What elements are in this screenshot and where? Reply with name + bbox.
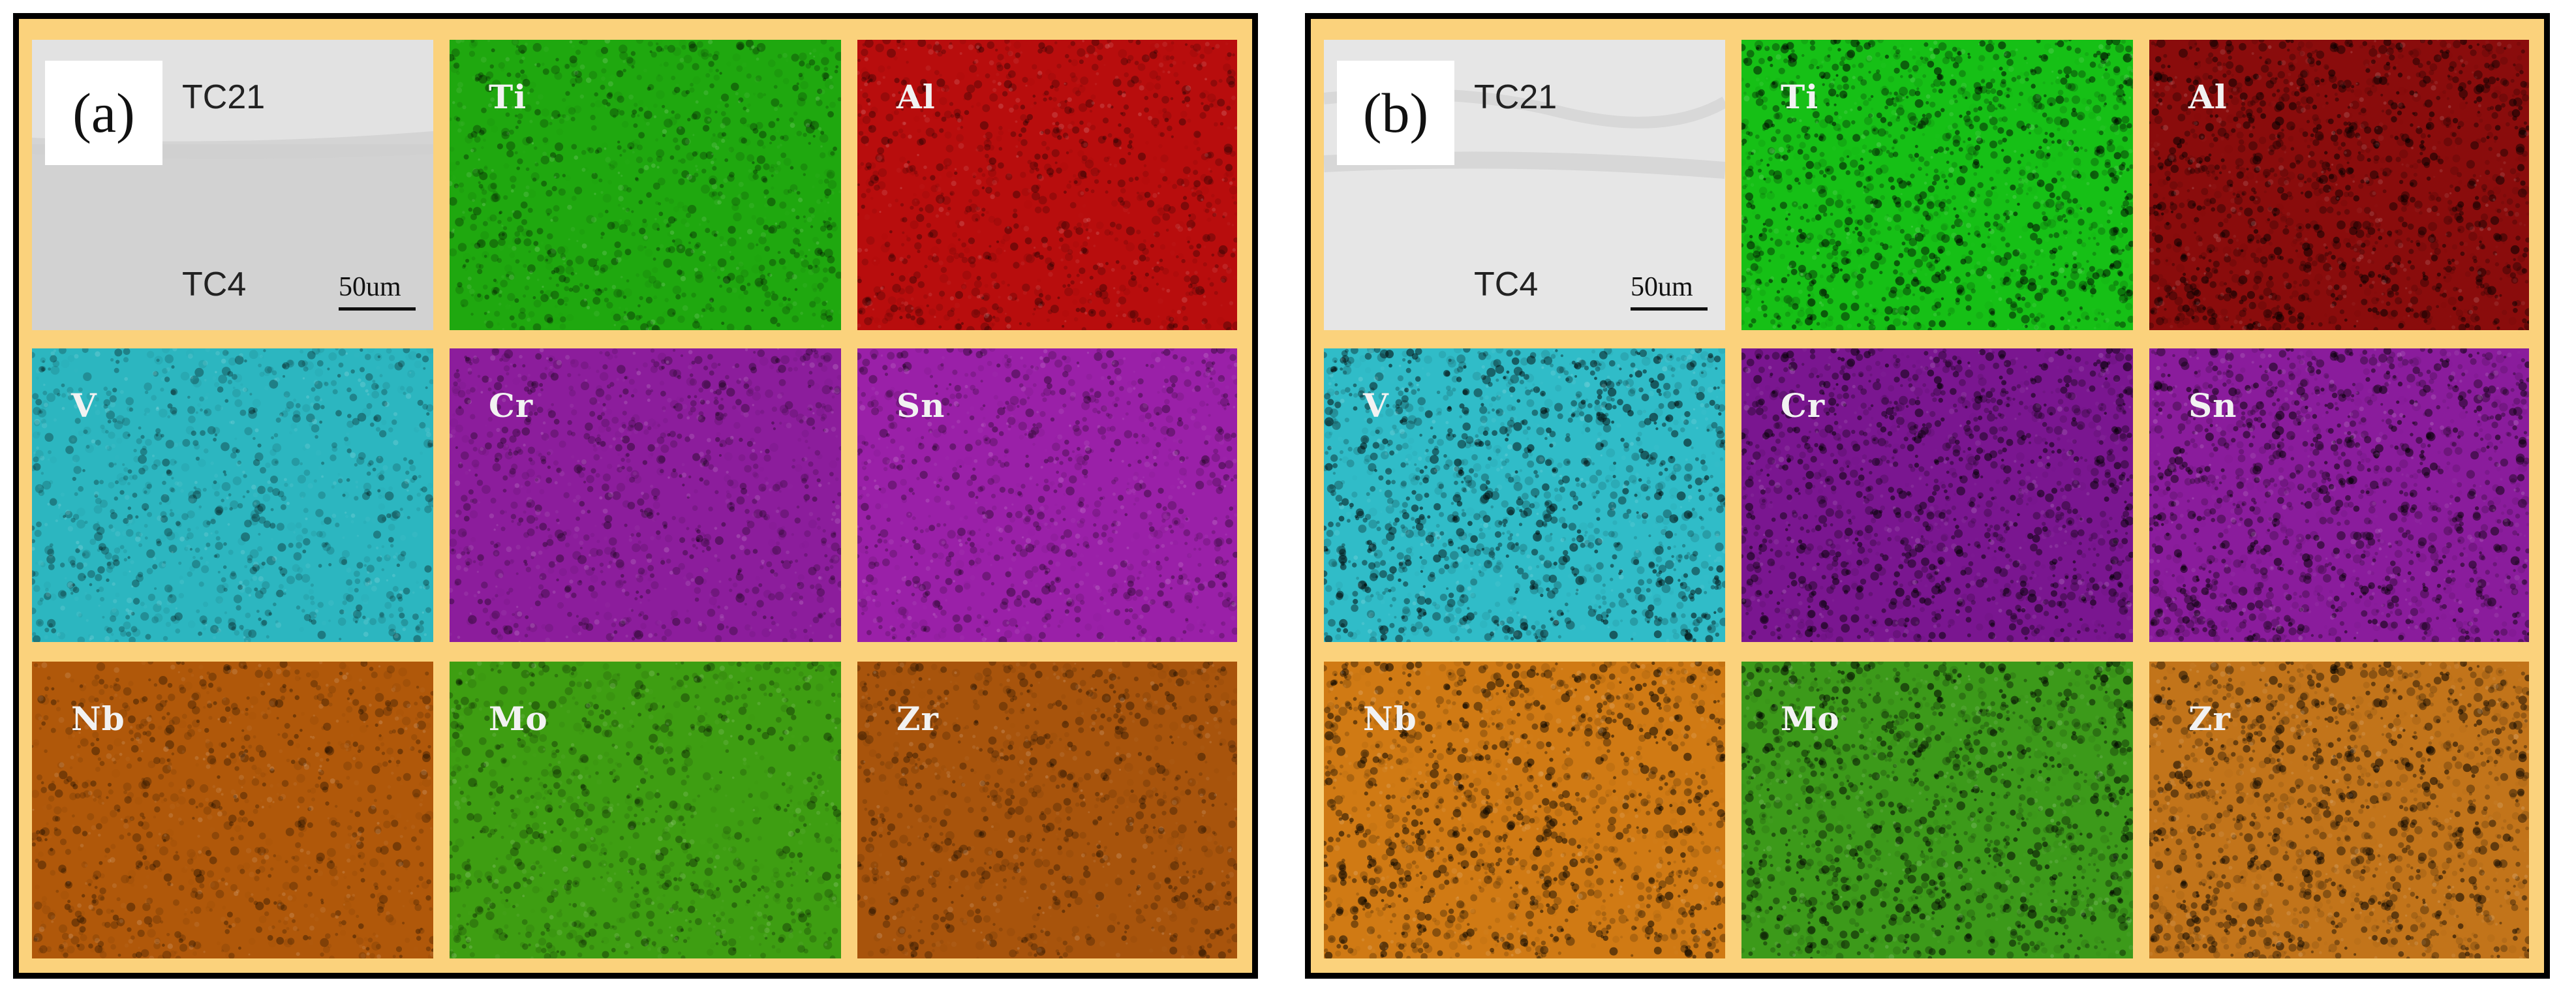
map-v: V (1324, 348, 1725, 642)
panel-b: (b) TC21 TC4 50um Ti Al V Cr Sn Nb Mo Zr (1305, 13, 2550, 979)
element-label: Nb (71, 699, 125, 738)
element-label: Sn (2188, 386, 2237, 425)
scale-bar (1631, 307, 1708, 311)
map-texture (32, 662, 433, 958)
element-label: Ti (489, 78, 527, 116)
map-texture (450, 662, 841, 958)
tc21-label: TC21 (182, 78, 265, 117)
map-v: V (32, 348, 433, 642)
scale-bar-label: 50um (1631, 271, 1693, 303)
sem-image: (a) TC21 TC4 50um (32, 40, 433, 330)
element-label: Zr (897, 699, 939, 738)
panel-a: (a) TC21 TC4 50um Ti Al V Cr Sn Nb Mo Zr (13, 13, 1258, 979)
map-nb: Nb (32, 662, 433, 958)
tc4-label: TC4 (1474, 265, 1538, 304)
map-ti: Ti (450, 40, 841, 330)
map-texture (857, 662, 1237, 958)
map-sn: Sn (857, 348, 1237, 642)
map-texture (857, 348, 1237, 642)
element-label: V (1363, 386, 1389, 425)
panel-letter: (a) (45, 61, 162, 165)
map-zr: Zr (857, 662, 1237, 958)
map-texture (1741, 662, 2133, 958)
element-label: Cr (1781, 386, 1825, 425)
map-cr: Cr (1741, 348, 2133, 642)
sem-image: (b) TC21 TC4 50um (1324, 40, 1725, 330)
map-ti: Ti (1741, 40, 2133, 330)
map-al: Al (857, 40, 1237, 330)
panel-letter: (b) (1337, 61, 1454, 165)
map-texture (450, 40, 841, 330)
map-sn: Sn (2149, 348, 2529, 642)
element-label: Mo (489, 699, 548, 738)
element-label: Nb (1363, 699, 1417, 738)
scale-bar-label: 50um (339, 271, 401, 303)
element-label: Sn (897, 386, 945, 425)
scale-bar (339, 307, 416, 311)
map-mo: Mo (1741, 662, 2133, 958)
map-cr: Cr (450, 348, 841, 642)
element-label: V (71, 386, 97, 425)
sem-texture (32, 40, 433, 330)
element-label: Mo (1781, 699, 1840, 738)
map-zr: Zr (2149, 662, 2529, 958)
map-mo: Mo (450, 662, 841, 958)
element-label: Zr (2188, 699, 2231, 738)
map-texture (1741, 40, 2133, 330)
map-texture (857, 40, 1237, 330)
tc21-label: TC21 (1474, 78, 1557, 117)
map-texture (2149, 40, 2529, 330)
map-texture (1324, 348, 1725, 642)
map-texture (1741, 348, 2133, 642)
element-label: Cr (489, 386, 533, 425)
element-label: Ti (1781, 78, 1818, 116)
map-texture (1324, 662, 1725, 958)
element-label: Al (2188, 78, 2228, 116)
map-texture (32, 348, 433, 642)
element-label: Al (897, 78, 936, 116)
map-al: Al (2149, 40, 2529, 330)
map-texture (450, 348, 841, 642)
tc4-label: TC4 (182, 265, 246, 304)
map-nb: Nb (1324, 662, 1725, 958)
map-texture (2149, 662, 2529, 958)
map-texture (2149, 348, 2529, 642)
